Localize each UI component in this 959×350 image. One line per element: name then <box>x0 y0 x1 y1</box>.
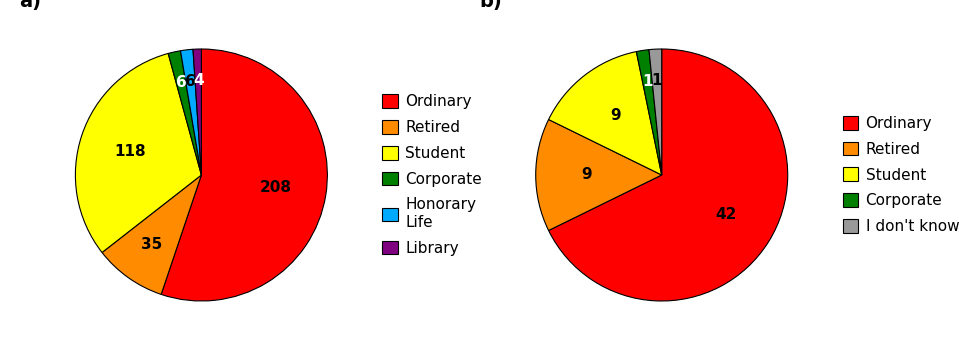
Wedge shape <box>161 49 327 301</box>
Wedge shape <box>637 50 662 175</box>
Wedge shape <box>549 51 662 175</box>
Legend: Ordinary, Retired, Student, Corporate, Honorary
Life, Library: Ordinary, Retired, Student, Corporate, H… <box>383 94 482 256</box>
Text: 9: 9 <box>610 108 620 123</box>
Legend: Ordinary, Retired, Student, Corporate, I don't know: Ordinary, Retired, Student, Corporate, I… <box>843 116 959 234</box>
Text: 208: 208 <box>260 180 292 195</box>
Wedge shape <box>193 49 201 175</box>
Text: b): b) <box>479 0 502 11</box>
Wedge shape <box>549 49 787 301</box>
Text: 1: 1 <box>652 73 662 88</box>
Text: 1: 1 <box>643 74 653 89</box>
Text: a): a) <box>18 0 40 11</box>
Wedge shape <box>180 49 201 175</box>
Text: 118: 118 <box>114 144 146 159</box>
Text: 6: 6 <box>185 74 196 89</box>
Wedge shape <box>649 49 662 175</box>
Text: 35: 35 <box>141 237 162 252</box>
Wedge shape <box>76 54 201 252</box>
Wedge shape <box>536 119 662 231</box>
Text: 9: 9 <box>581 168 592 182</box>
Text: 42: 42 <box>715 208 737 223</box>
Wedge shape <box>102 175 201 294</box>
Wedge shape <box>168 51 201 175</box>
Text: 4: 4 <box>193 73 203 88</box>
Text: 6: 6 <box>175 75 186 90</box>
